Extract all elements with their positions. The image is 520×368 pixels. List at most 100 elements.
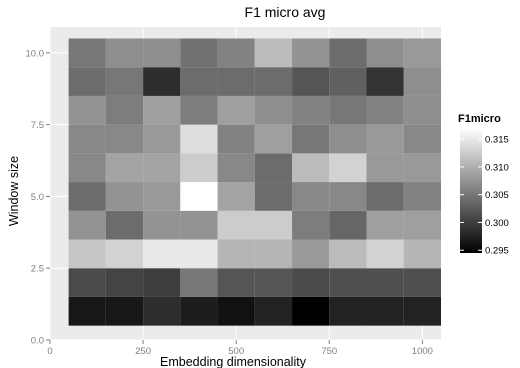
heatmap-cell: [217, 38, 255, 68]
heatmap-cell: [292, 124, 330, 154]
heatmap-cell: [403, 210, 441, 240]
heatmap-cell: [329, 268, 367, 297]
y-axis: 0.0 2.5 5.0 7.5 10.0: [26, 48, 50, 347]
heatmap-cell: [143, 67, 181, 96]
heatmap-cell: [217, 210, 255, 240]
chart-title: F1 micro avg: [245, 4, 326, 20]
heatmap-cell: [403, 268, 441, 297]
heatmap-cell: [254, 239, 293, 269]
heatmap-cell: [329, 124, 367, 154]
heatmap-cell: [403, 67, 441, 96]
x-tick-label: 500: [228, 346, 244, 357]
heatmap-cell: [366, 182, 404, 211]
x-axis: 0 250 500 750 1000: [47, 340, 433, 357]
heatmap-cell: [105, 182, 144, 211]
heatmap-cell: [180, 153, 218, 183]
heatmap-cell: [68, 268, 106, 297]
heatmap-cell: [292, 38, 330, 68]
heatmap-cell: [180, 67, 218, 96]
heatmap-cell: [329, 153, 367, 183]
heatmap-cell: [68, 296, 106, 326]
heatmap-cell: [254, 153, 293, 183]
heatmap-cell: [68, 153, 106, 183]
heatmap-cell: [105, 239, 144, 269]
heatmap-cell: [180, 268, 218, 297]
heatmap-cell: [329, 210, 367, 240]
heatmap-cell: [217, 95, 255, 125]
heatmap-cell: [217, 153, 255, 183]
heatmap-cell: [292, 182, 330, 211]
heatmap-cell: [403, 296, 441, 326]
heatmap-cell: [403, 95, 441, 125]
x-tick-label: 0: [47, 346, 52, 357]
y-tick-label: 10.0: [26, 48, 45, 59]
heatmap-cell: [329, 95, 367, 125]
heatmap-cell: [143, 182, 181, 211]
heatmap-cell: [254, 95, 293, 125]
heatmap-cell: [217, 124, 255, 154]
heatmap-cell: [366, 268, 404, 297]
heatmap-cell: [180, 239, 218, 269]
heatmap-cell: [254, 210, 293, 240]
heatmap-cell: [143, 239, 181, 269]
legend-tick-label: 0.315: [485, 135, 509, 146]
heatmap-cell: [68, 67, 106, 96]
heatmap-cell: [143, 296, 181, 326]
y-tick-label: 0.0: [31, 336, 44, 347]
heatmap-cell: [366, 38, 404, 68]
heatmap-cell: [105, 210, 144, 240]
heatmap-cell: [143, 268, 181, 297]
heatmap-cell: [292, 67, 330, 96]
heatmap-cell: [217, 268, 255, 297]
heatmap-cell: [105, 38, 144, 68]
heatmap-cell: [143, 210, 181, 240]
heatmap-cell: [403, 153, 441, 183]
heatmap-cell: [366, 210, 404, 240]
legend-ticks: 0.315 0.310 0.305 0.300 0.295: [460, 135, 509, 257]
heatmap-cell: [68, 239, 106, 269]
legend-tick-label: 0.310: [485, 162, 509, 173]
heatmap-cell: [403, 182, 441, 211]
y-axis-label: Window size: [7, 156, 21, 226]
legend-colorbar: [460, 128, 482, 253]
heatmap-cell: [217, 239, 255, 269]
heatmap-cell: [403, 38, 441, 68]
heatmap-cell: [143, 124, 181, 154]
heatmap-cell: [366, 95, 404, 125]
heatmap-cell: [329, 239, 367, 269]
heatmap-cell: [329, 182, 367, 211]
heatmap-cell: [68, 38, 106, 68]
heatmap-cell: [403, 124, 441, 154]
heatmap-cell: [68, 182, 106, 211]
heatmap-cell: [366, 153, 404, 183]
heatmap-cell: [254, 296, 293, 326]
x-axis-label: Embedding dimensionality: [160, 355, 307, 368]
heatmap-cell: [180, 296, 218, 326]
heatmap-cell: [68, 210, 106, 240]
heatmap-cell: [217, 296, 255, 326]
heatmap-cell: [254, 67, 293, 96]
heatmap-cell: [180, 182, 218, 211]
legend-tick-label: 0.295: [485, 246, 509, 257]
y-tick-label: 5.0: [31, 192, 44, 203]
heatmap-cell: [254, 268, 293, 297]
heatmap-cell: [105, 153, 144, 183]
heatmap-cell: [217, 67, 255, 96]
heatmap-cell: [366, 67, 404, 96]
heatmap-cell: [105, 124, 144, 154]
heatmap-cell: [292, 296, 330, 326]
heatmap-cell: [292, 210, 330, 240]
legend-tick-label: 0.305: [485, 190, 509, 201]
heatmap-cell: [180, 95, 218, 125]
heatmap-cell: [180, 38, 218, 68]
heatmap-cell: [68, 95, 106, 125]
heatmap-cell: [143, 95, 181, 125]
heatmap-cell: [329, 38, 367, 68]
heatmap-cell: [68, 124, 106, 154]
legend-tick-label: 0.300: [485, 218, 509, 229]
heatmap-cell: [366, 239, 404, 269]
color-legend: F1micro 0.315 0.310 0.305 0.300 0.295: [458, 113, 509, 257]
x-tick-label: 250: [135, 346, 151, 357]
heatmap-cell: [292, 268, 330, 297]
